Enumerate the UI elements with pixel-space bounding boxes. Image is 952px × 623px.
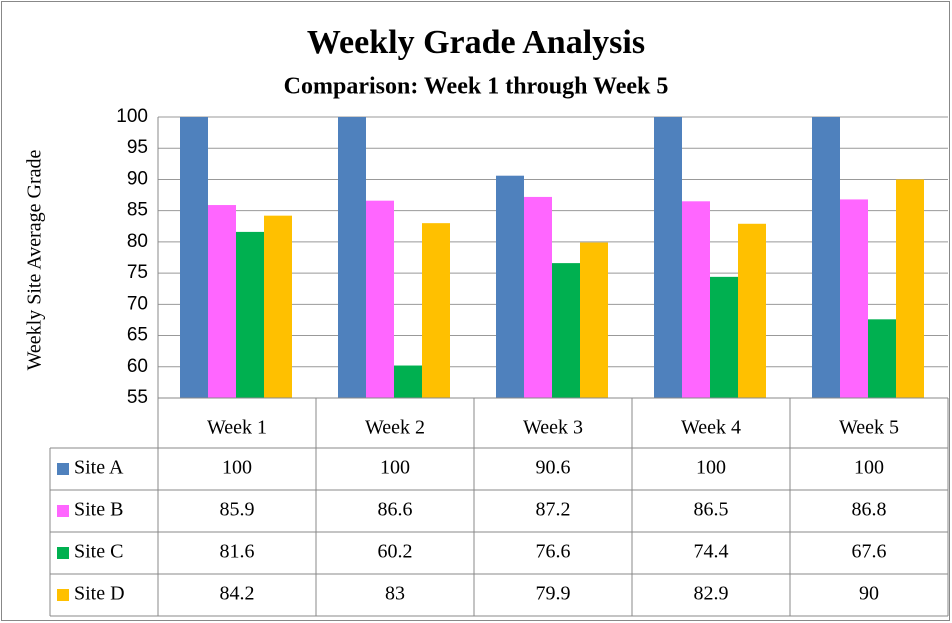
data-label: 79.9 (536, 583, 571, 605)
bar (180, 117, 208, 398)
legend-label: Site B (74, 499, 123, 521)
data-label: 85.9 (220, 499, 255, 521)
legend-label: Site D (74, 583, 125, 605)
bar (338, 117, 366, 398)
data-label: 100 (222, 457, 252, 479)
data-label: 87.2 (536, 499, 571, 521)
y-tick-label: 70 (127, 293, 148, 314)
y-tick-label: 95 (127, 137, 148, 158)
data-label: 83 (385, 583, 405, 605)
legend-label: Site A (74, 457, 124, 479)
y-tick-label: 85 (127, 200, 148, 221)
bar (496, 175, 524, 398)
legend-key (57, 589, 69, 601)
data-label: 100 (854, 457, 884, 479)
data-label: 100 (380, 457, 410, 479)
data-label: 100 (696, 457, 726, 479)
x-tick-label: Week 1 (207, 417, 267, 439)
data-label: 67.6 (852, 541, 887, 563)
bar (552, 263, 580, 398)
data-label: 86.8 (852, 499, 887, 521)
legend-key (57, 463, 69, 475)
data-label: 74.4 (694, 541, 729, 563)
data-label: 90.6 (536, 457, 571, 479)
y-axis-label: Weekly Site Average Grade (24, 150, 46, 371)
bar (366, 200, 394, 398)
bar (738, 223, 766, 398)
bar (524, 196, 552, 398)
y-tick-label: 60 (127, 356, 148, 377)
data-label: 81.6 (220, 541, 255, 563)
y-tick-label: 55 (127, 387, 148, 408)
y-tick-label: 80 (127, 231, 148, 252)
y-tick-label: 100 (116, 106, 148, 127)
x-tick-label: Week 4 (681, 417, 741, 439)
bar (654, 117, 682, 398)
legend-label: Site C (74, 541, 123, 563)
bar (710, 276, 738, 398)
x-tick-label: Week 2 (365, 417, 425, 439)
bar (580, 242, 608, 398)
bar (682, 201, 710, 398)
data-label: 82.9 (694, 583, 729, 605)
bar (896, 179, 924, 398)
x-tick-label: Week 5 (839, 417, 899, 439)
data-label: 76.6 (536, 541, 571, 563)
x-tick-label: Week 3 (523, 417, 583, 439)
bar (840, 199, 868, 398)
data-label: 90 (859, 583, 879, 605)
bar (812, 117, 840, 398)
bar (394, 365, 422, 398)
data-label: 84.2 (220, 583, 255, 605)
bar (422, 223, 450, 398)
legend-key (57, 505, 69, 517)
bar (264, 215, 292, 398)
bar (208, 205, 236, 398)
chart-title: Weekly Grade Analysis (307, 24, 645, 61)
data-label: 86.5 (694, 499, 729, 521)
y-tick-label: 75 (127, 262, 148, 283)
legend-key (57, 547, 69, 559)
bar (236, 231, 264, 398)
data-label: 86.6 (378, 499, 413, 521)
y-tick-label: 90 (127, 168, 148, 189)
data-label: 60.2 (378, 541, 413, 563)
bar (868, 319, 896, 398)
chart-subtitle: Comparison: Week 1 through Week 5 (284, 74, 669, 100)
y-tick-label: 65 (127, 325, 148, 346)
